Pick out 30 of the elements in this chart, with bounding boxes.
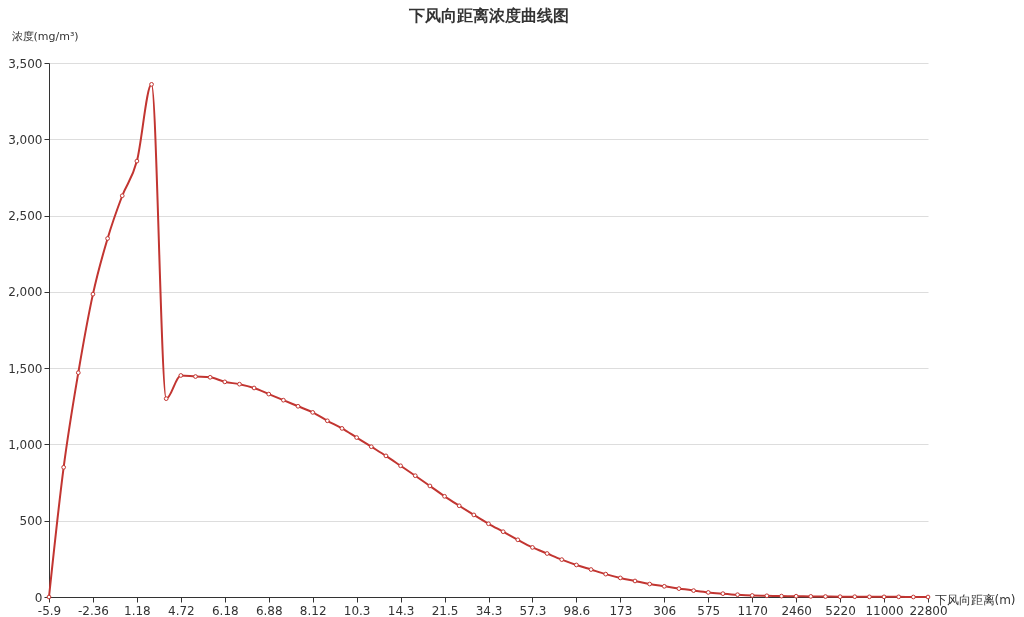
x-tick-label: 57.3 [519, 603, 547, 617]
x-tick-label: 98.6 [563, 603, 591, 617]
x-tick-label: -5.9 [37, 603, 62, 617]
y-tick-label: 1,500 [8, 361, 43, 376]
x-tick-label: 14.3 [387, 603, 415, 617]
y-tick-label: 3,500 [8, 56, 43, 71]
x-tick-label: 4.72 [167, 603, 195, 617]
x-tick-label: 10.3 [343, 603, 371, 617]
x-tick-label: 8.12 [299, 603, 327, 617]
y-tick-label: 500 [19, 514, 43, 529]
x-tick-label: -2.36 [77, 603, 109, 617]
chart-title: 下风向距离浓度曲线图 [407, 6, 569, 25]
x-tick-label: 11000 [865, 603, 904, 617]
x-tick-label: 6.88 [255, 603, 283, 617]
y-tick-label: 3,000 [8, 132, 43, 147]
x-tick-label: 173 [609, 603, 633, 617]
x-tick-label: 1.18 [124, 603, 151, 617]
y-tick-label: 2,000 [8, 285, 43, 300]
x-tick-label: 34.3 [475, 603, 503, 617]
y-tick-label: 1,000 [8, 437, 43, 452]
x-tick-label: 2460 [781, 603, 812, 617]
x-tick-label: 6.18 [211, 603, 239, 617]
x-tick-label: 21.5 [431, 603, 459, 617]
y-axis-title: 浓度(mg/m³) [11, 29, 79, 43]
x-tick-label: 1170 [737, 603, 768, 617]
x-tick-label: 306 [653, 603, 677, 617]
y-tick-label: 0 [34, 590, 43, 605]
y-tick-label: 2,500 [8, 209, 43, 224]
x-tick-label: 575 [697, 603, 721, 617]
x-tick-label: 5220 [825, 603, 856, 617]
